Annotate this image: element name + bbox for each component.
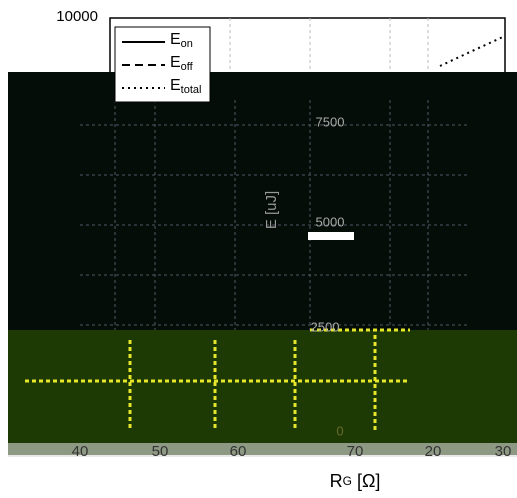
y-top-label: 10000 — [56, 8, 98, 25]
top-grid — [229, 18, 429, 72]
text-part: [Ω] — [357, 471, 380, 491]
legend: Eon Eoff Etotal — [114, 26, 211, 103]
green-block — [8, 330, 517, 455]
legend-entry: Etotal — [170, 77, 201, 96]
x-tick-label: 30 — [495, 443, 512, 460]
x-axis-strip — [8, 443, 517, 457]
x-tick-label: 20 — [425, 443, 442, 460]
y-inner-label: 2500 — [311, 319, 340, 334]
glitch-bar — [308, 232, 354, 240]
dark-grid — [80, 100, 470, 330]
text-part: G — [343, 474, 352, 488]
dark-block — [8, 72, 517, 330]
x-tick-label: 50 — [152, 443, 169, 460]
text-part: on — [181, 38, 193, 50]
text-part: E — [170, 54, 181, 71]
y-inner-label: 7500 — [316, 114, 345, 129]
legend-entry: Eoff — [170, 54, 194, 73]
text-part: R — [330, 471, 343, 491]
yellow-glitch — [25, 328, 410, 430]
legend-entry: Eon — [170, 31, 193, 50]
y-axis-title: E [uJ] — [263, 191, 280, 229]
text-part: E — [170, 77, 181, 94]
y-inner-label: 5000 — [316, 214, 345, 229]
x-axis-title: RG [Ω] — [330, 471, 381, 491]
text-part: off — [181, 61, 194, 73]
x-tick-label: 60 — [230, 443, 247, 460]
y-inner-label: 0 — [336, 423, 343, 438]
text-part: total — [181, 84, 202, 96]
x-tick-label: 70 — [347, 443, 364, 460]
text-part: E — [170, 31, 181, 48]
x-tick-label: 40 — [72, 443, 89, 460]
